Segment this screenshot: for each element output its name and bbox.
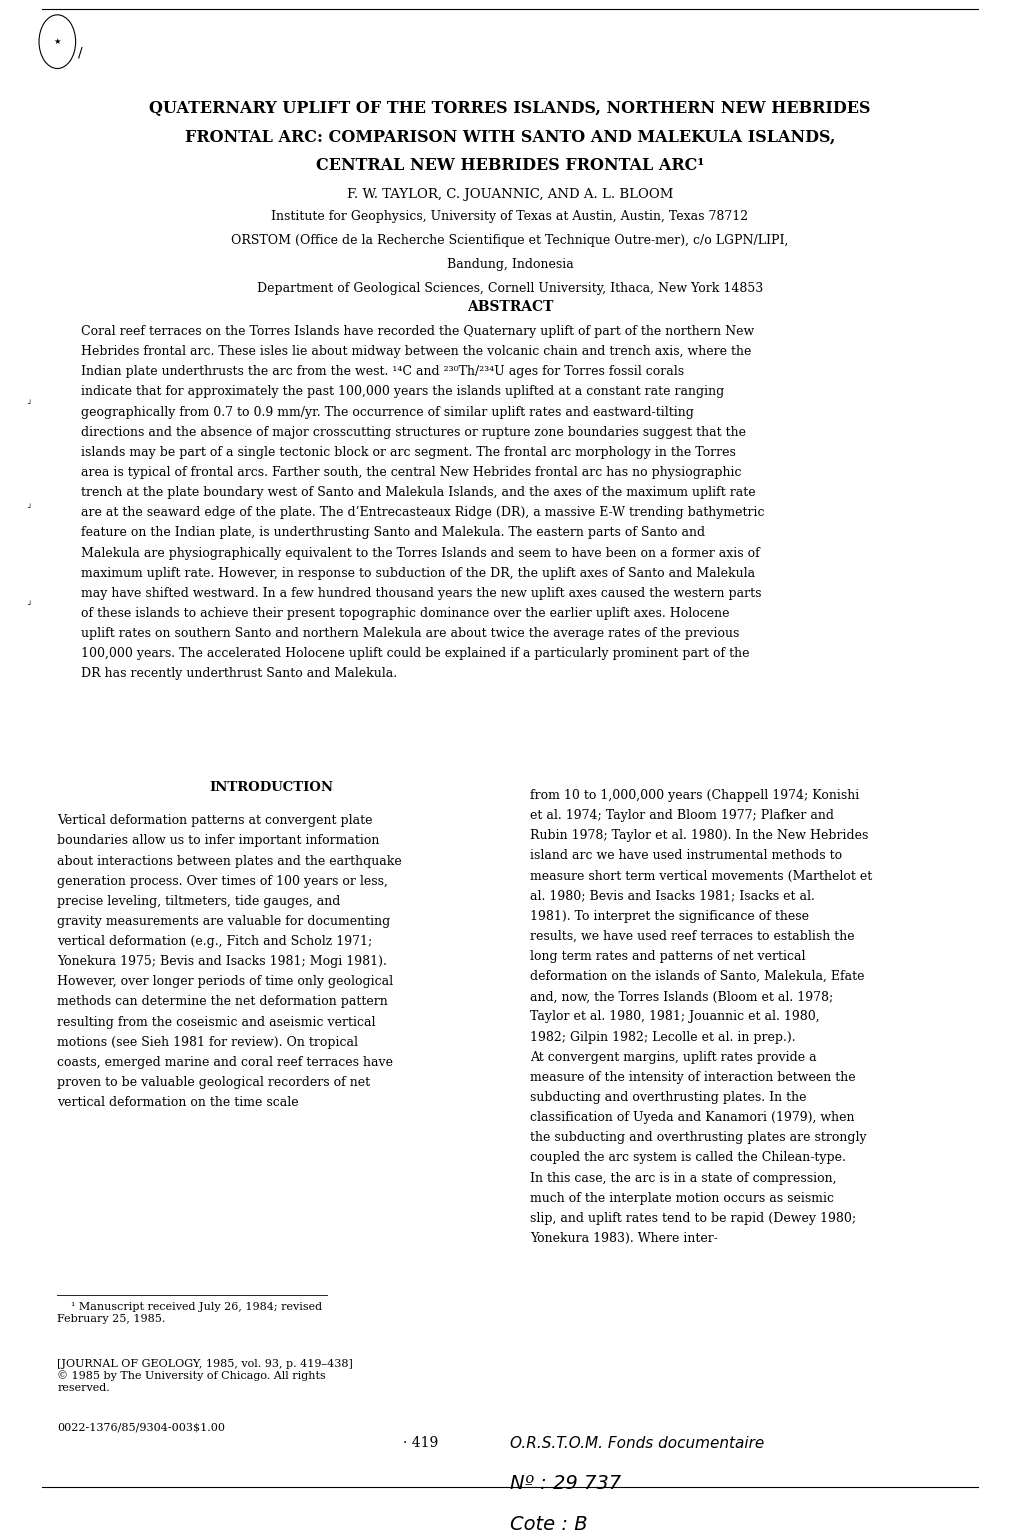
Text: slip, and uplift rates tend to be rapid (Dewey 1980;: slip, and uplift rates tend to be rapid … (530, 1211, 856, 1225)
Text: Rubin 1978; Taylor et al. 1980). In the New Hebrides: Rubin 1978; Taylor et al. 1980). In the … (530, 830, 868, 842)
Text: Cote : B: Cote : B (510, 1516, 587, 1531)
Text: feature on the Indian plate, is underthrusting Santo and Malekula. The eastern p: feature on the Indian plate, is underthr… (81, 527, 704, 539)
Text: gravity measurements are valuable for documenting: gravity measurements are valuable for do… (57, 916, 390, 928)
Text: the subducting and overthrusting plates are strongly: the subducting and overthrusting plates … (530, 1131, 866, 1144)
Text: QUATERNARY UPLIFT OF THE TORRES ISLANDS, NORTHERN NEW HEBRIDES: QUATERNARY UPLIFT OF THE TORRES ISLANDS,… (149, 100, 870, 116)
Text: ORSTOM (Office de la Recherche Scientifique et Technique Outre-mer), c/o LGPN/LI: ORSTOM (Office de la Recherche Scientifi… (231, 234, 788, 246)
Text: are at the seaward edge of the plate. The d’Entrecasteaux Ridge (DR), a massive : are at the seaward edge of the plate. Th… (81, 507, 763, 519)
Text: At convergent margins, uplift rates provide a: At convergent margins, uplift rates prov… (530, 1050, 816, 1064)
Text: INTRODUCTION: INTRODUCTION (209, 781, 332, 795)
Text: Bandung, Indonesia: Bandung, Indonesia (446, 257, 573, 271)
Text: and, now, the Torres Islands (Bloom et al. 1978;: and, now, the Torres Islands (Bloom et a… (530, 991, 833, 1003)
Text: indicate that for approximately the past 100,000 years the islands uplifted at a: indicate that for approximately the past… (81, 386, 723, 398)
Text: Malekula are physiographically equivalent to the Torres Islands and seem to have: Malekula are physiographically equivalen… (81, 547, 759, 559)
Text: DR has recently underthrust Santo and Malekula.: DR has recently underthrust Santo and Ma… (81, 668, 396, 680)
Text: directions and the absence of major crosscutting structures or rupture zone boun: directions and the absence of major cros… (81, 426, 745, 439)
Text: maximum uplift rate. However, in response to subduction of the DR, the uplift ax: maximum uplift rate. However, in respons… (81, 566, 754, 580)
Text: classification of Uyeda and Kanamori (1979), when: classification of Uyeda and Kanamori (19… (530, 1112, 854, 1124)
Text: 0022-1376/85/9304-003$1.00: 0022-1376/85/9304-003$1.00 (57, 1422, 225, 1433)
Text: ┘: ┘ (26, 505, 31, 511)
Text: results, we have used reef terraces to establish the: results, we have used reef terraces to e… (530, 929, 854, 943)
Text: ABSTRACT: ABSTRACT (467, 300, 552, 314)
Text: trench at the plate boundary west of Santo and Malekula Islands, and the axes of: trench at the plate boundary west of San… (81, 487, 755, 499)
Text: [JOURNAL OF GEOLOGY, 1985, vol. 93, p. 419–438]
© 1985 by The University of Chic: [JOURNAL OF GEOLOGY, 1985, vol. 93, p. 4… (57, 1358, 353, 1393)
Text: long term rates and patterns of net vertical: long term rates and patterns of net vert… (530, 951, 805, 963)
Text: FRONTAL ARC: COMPARISON WITH SANTO AND MALEKULA ISLANDS,: FRONTAL ARC: COMPARISON WITH SANTO AND M… (184, 129, 835, 145)
Text: boundaries allow us to infer important information: boundaries allow us to infer important i… (57, 834, 379, 848)
Text: Yonekura 1983). Where inter-: Yonekura 1983). Where inter- (530, 1232, 717, 1245)
Text: motions (see Sieh 1981 for review). On tropical: motions (see Sieh 1981 for review). On t… (57, 1036, 358, 1049)
Text: proven to be valuable geological recorders of net: proven to be valuable geological recorde… (57, 1076, 370, 1089)
Text: · 419: · 419 (403, 1436, 438, 1450)
Text: from 10 to 1,000,000 years (Chappell 1974; Konishi: from 10 to 1,000,000 years (Chappell 197… (530, 788, 859, 802)
Text: Department of Geological Sciences, Cornell University, Ithaca, New York 14853: Department of Geological Sciences, Corne… (257, 282, 762, 295)
Text: Taylor et al. 1980, 1981; Jouannic et al. 1980,: Taylor et al. 1980, 1981; Jouannic et al… (530, 1010, 819, 1023)
Text: precise leveling, tiltmeters, tide gauges, and: precise leveling, tiltmeters, tide gauge… (57, 894, 340, 908)
Text: Institute for Geophysics, University of Texas at Austin, Austin, Texas 78712: Institute for Geophysics, University of … (271, 210, 748, 224)
Text: et al. 1974; Taylor and Bloom 1977; Plafker and: et al. 1974; Taylor and Bloom 1977; Plaf… (530, 808, 834, 822)
Text: coupled the arc system is called the Chilean-type.: coupled the arc system is called the Chi… (530, 1151, 846, 1165)
Text: /: / (78, 44, 83, 60)
Text: Yonekura 1975; Bevis and Isacks 1981; Mogi 1981).: Yonekura 1975; Bevis and Isacks 1981; Mo… (57, 955, 387, 968)
Text: deformation on the islands of Santo, Malekula, Efate: deformation on the islands of Santo, Mal… (530, 971, 864, 983)
Text: about interactions between plates and the earthquake: about interactions between plates and th… (57, 854, 401, 868)
Text: ★: ★ (54, 37, 61, 46)
Text: O.R.S.T.O.M. Fonds documentaire: O.R.S.T.O.M. Fonds documentaire (510, 1436, 763, 1451)
Text: subducting and overthrusting plates. In the: subducting and overthrusting plates. In … (530, 1092, 806, 1104)
Text: vertical deformation on the time scale: vertical deformation on the time scale (57, 1096, 299, 1108)
Text: geographically from 0.7 to 0.9 mm/yr. The occurrence of similar uplift rates and: geographically from 0.7 to 0.9 mm/yr. Th… (81, 406, 693, 418)
Text: ┘: ┘ (26, 401, 31, 407)
Text: island arc we have used instrumental methods to: island arc we have used instrumental met… (530, 850, 842, 862)
Text: ┘: ┘ (26, 603, 31, 608)
Text: al. 1980; Bevis and Isacks 1981; Isacks et al.: al. 1980; Bevis and Isacks 1981; Isacks … (530, 890, 814, 903)
Text: vertical deformation (e.g., Fitch and Scholz 1971;: vertical deformation (e.g., Fitch and Sc… (57, 935, 372, 948)
Text: 1981). To interpret the significance of these: 1981). To interpret the significance of … (530, 909, 808, 923)
Text: Coral reef terraces on the Torres Islands have recorded the Quaternary uplift of: Coral reef terraces on the Torres Island… (81, 325, 753, 338)
Text: resulting from the coseismic and aseismic vertical: resulting from the coseismic and aseismi… (57, 1015, 375, 1029)
Text: 1982; Gilpin 1982; Lecolle et al. in prep.).: 1982; Gilpin 1982; Lecolle et al. in pre… (530, 1030, 795, 1044)
Text: Vertical deformation patterns at convergent plate: Vertical deformation patterns at converg… (57, 814, 373, 827)
Text: uplift rates on southern Santo and northern Malekula are about twice the average: uplift rates on southern Santo and north… (81, 628, 739, 640)
Text: may have shifted westward. In a few hundred thousand years the new uplift axes c: may have shifted westward. In a few hund… (81, 586, 760, 600)
Text: much of the interplate motion occurs as seismic: much of the interplate motion occurs as … (530, 1191, 834, 1205)
Text: ¹ Manuscript received July 26, 1984; revised
February 25, 1985.: ¹ Manuscript received July 26, 1984; rev… (57, 1301, 322, 1324)
Text: of these islands to achieve their present topographic dominance over the earlier: of these islands to achieve their presen… (81, 606, 729, 620)
Text: 100,000 years. The accelerated Holocene uplift could be explained if a particula: 100,000 years. The accelerated Holocene … (81, 648, 749, 660)
Text: area is typical of frontal arcs. Farther south, the central New Hebrides frontal: area is typical of frontal arcs. Farther… (81, 465, 741, 479)
Text: Hebrides frontal arc. These isles lie about midway between the volcanic chain an: Hebrides frontal arc. These isles lie ab… (81, 344, 750, 358)
Text: measure of the intensity of interaction between the: measure of the intensity of interaction … (530, 1070, 855, 1084)
Text: methods can determine the net deformation pattern: methods can determine the net deformatio… (57, 995, 387, 1009)
Text: generation process. Over times of 100 years or less,: generation process. Over times of 100 ye… (57, 874, 388, 888)
Text: CENTRAL NEW HEBRIDES FRONTAL ARC¹: CENTRAL NEW HEBRIDES FRONTAL ARC¹ (316, 156, 703, 173)
Text: islands may be part of a single tectonic block or arc segment. The frontal arc m: islands may be part of a single tectonic… (81, 446, 735, 459)
Text: coasts, emerged marine and coral reef terraces have: coasts, emerged marine and coral reef te… (57, 1056, 393, 1069)
Text: Indian plate underthrusts the arc from the west. ¹⁴C and ²³⁰Th/²³⁴U ages for Tor: Indian plate underthrusts the arc from t… (81, 366, 683, 378)
Text: However, over longer periods of time only geological: However, over longer periods of time onl… (57, 975, 393, 989)
Text: F. W. TAYLOR, C. JOUANNIC, AND A. L. BLOOM: F. W. TAYLOR, C. JOUANNIC, AND A. L. BLO… (346, 188, 673, 201)
Text: In this case, the arc is in a state of compression,: In this case, the arc is in a state of c… (530, 1171, 836, 1185)
Text: Nº : 29 737: Nº : 29 737 (510, 1473, 621, 1493)
Text: measure short term vertical movements (Marthelot et: measure short term vertical movements (M… (530, 870, 871, 882)
